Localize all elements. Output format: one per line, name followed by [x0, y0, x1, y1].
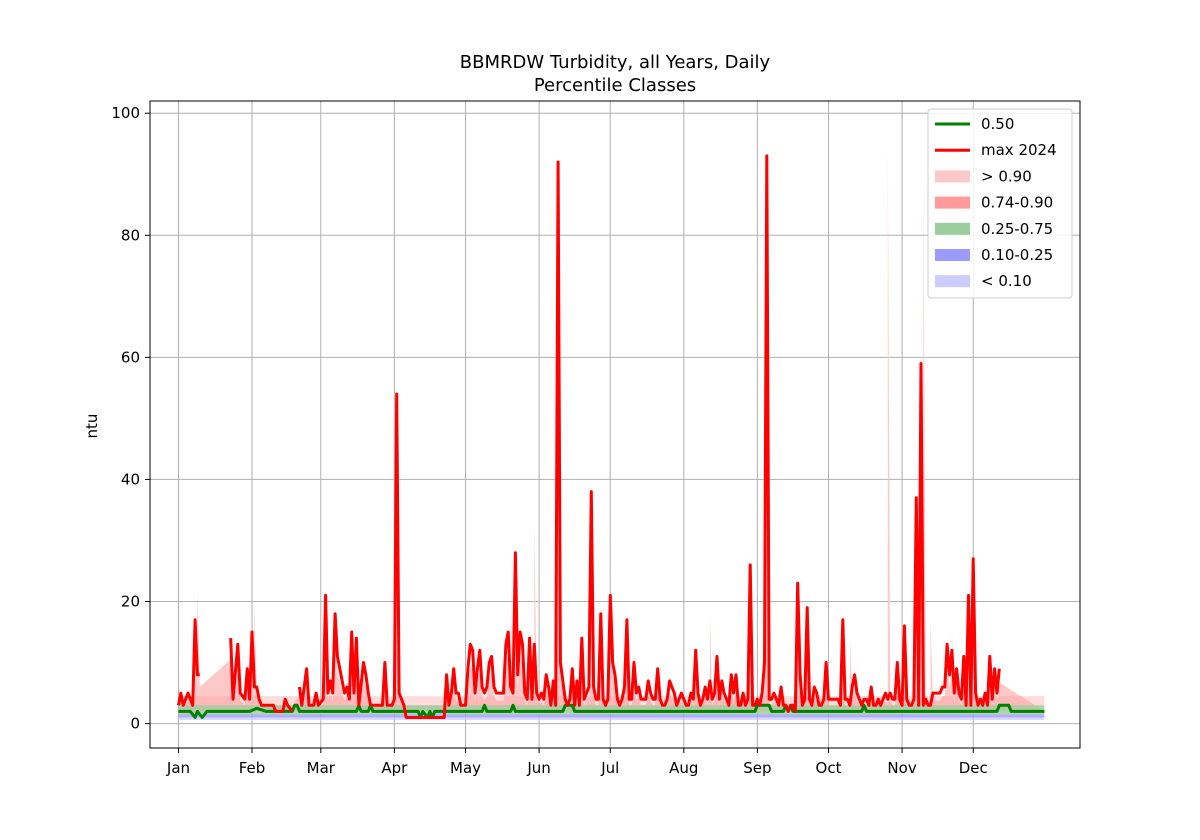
y-axis-label: ntu [83, 414, 101, 439]
x-tick-label-10: Nov [887, 759, 916, 777]
chart-title: BBMRDW Turbidity, all Years, Daily [460, 52, 771, 73]
x-tick-label-9: Oct [816, 759, 842, 777]
x-tick-label-3: Apr [381, 759, 408, 777]
legend-swatch-5 [935, 249, 970, 261]
y-tick-label-2: 40 [121, 470, 140, 488]
x-tick-label-11: Dec [959, 759, 988, 777]
legend-swatch-3 [935, 196, 970, 209]
y-tick-label-0: 0 [130, 715, 140, 733]
band-010-025 [178, 714, 1045, 718]
chart-subtitle: Percentile Classes [534, 75, 696, 96]
band-025-075 [178, 705, 1045, 715]
series-line-max-2024-seg-2 [298, 154, 1001, 719]
x-tick-label-8: Sep [743, 759, 771, 777]
legend-label-4: 0.25-0.75 [981, 220, 1053, 238]
x-tick-label-5: Jun [526, 759, 550, 777]
axis-ticks: Jan Feb Mar Apr May Jun Jul Aug Sep Oct Nov Dec 0 20 4… [111, 104, 987, 777]
y-tick-label-4: 80 [121, 226, 140, 244]
legend-label-0: 0.50 [981, 115, 1014, 133]
legend: 0.50 max 2024 > 0.90 0.74-0.90 0.25-0.75 0.10… [927, 108, 1073, 299]
series-line-max-2024-seg-1 [229, 630, 294, 713]
series-lines [177, 154, 1045, 719]
y-tick-label-1: 20 [121, 593, 140, 611]
x-tick-label-2: Mar [307, 759, 336, 777]
x-tick-label-1: Feb [239, 759, 266, 777]
legend-swatch-2 [935, 170, 970, 183]
plot-frame [149, 100, 1081, 749]
x-tick-label-7: Aug [669, 759, 698, 777]
legend-label-1: max 2024 [981, 141, 1057, 159]
y-tick-label-5: 100 [111, 104, 140, 122]
legend-label-5: 0.10-0.25 [981, 246, 1053, 264]
series-line-max-2024-seg-0 [177, 618, 200, 707]
band-lt-010 [178, 717, 1045, 720]
x-tick-label-6: Jul [600, 759, 619, 777]
legend-label-3: 0.74-0.90 [981, 194, 1053, 212]
legend-swatch-4 [935, 222, 970, 235]
legend-swatch-6 [935, 275, 970, 288]
x-tick-label-0: Jan [166, 759, 190, 777]
x-tick-label-4: May [450, 759, 481, 777]
legend-label-2: > 0.90 [981, 167, 1032, 185]
y-tick-label-3: 60 [121, 348, 140, 366]
legend-label-6: < 0.10 [981, 272, 1032, 290]
